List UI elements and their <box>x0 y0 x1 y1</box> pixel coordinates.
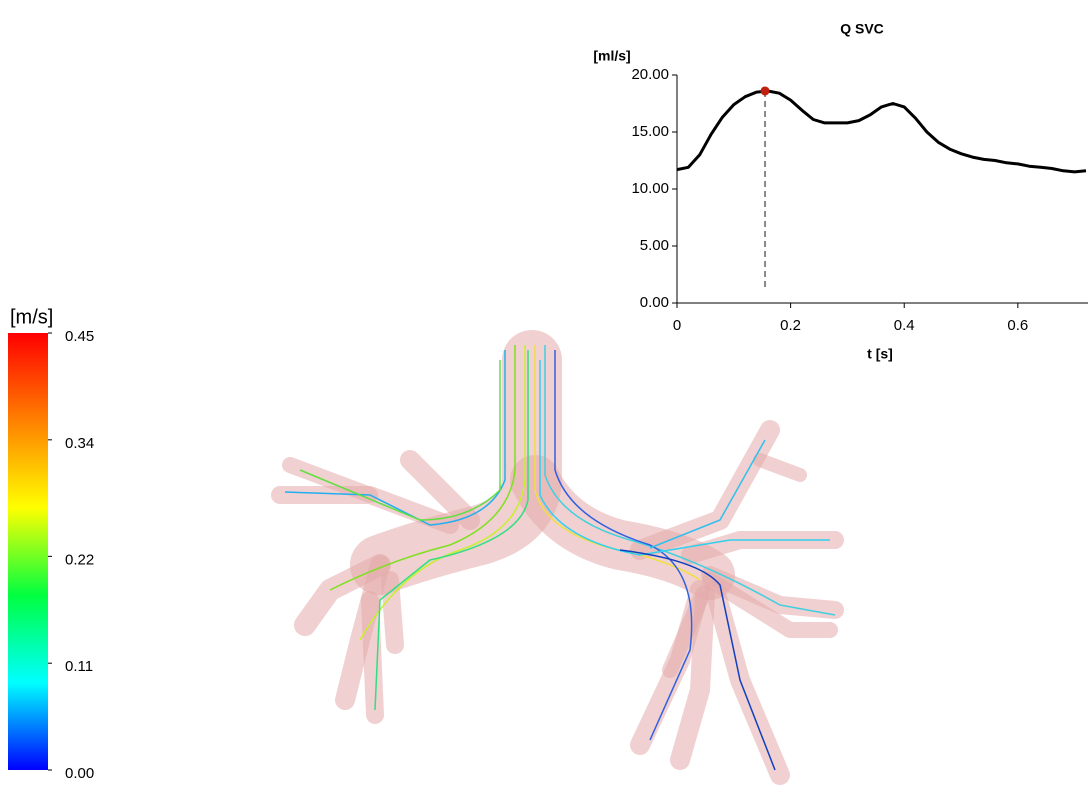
x-tick-label: 0.2 <box>780 317 801 334</box>
colorbar-tick-label: 0.00 <box>65 765 94 782</box>
colorbar-title: [m/s] <box>10 306 53 328</box>
chart-title: Q SVC <box>840 21 884 37</box>
colorbar-tick-label: 0.34 <box>65 435 94 452</box>
vessel-illustration <box>280 345 835 775</box>
figure: Q SVC [ml/s] t [s] [m/s] 0.00 5.00 10.00 15… <box>0 0 1088 790</box>
x-tick-label: 0.6 <box>1007 317 1028 334</box>
y-tick-label: 15.00 <box>631 123 669 140</box>
colorbar-tick-label: 0.22 <box>65 551 94 568</box>
y-tick-label: 0.00 <box>640 294 669 311</box>
y-tick-label: 20.00 <box>631 66 669 83</box>
line-series <box>677 91 1086 172</box>
colorbar <box>8 333 48 770</box>
y-axis-label: [ml/s] <box>593 48 630 64</box>
colorbar-tick-label: 0.45 <box>65 328 94 345</box>
highlight-point <box>761 86 770 95</box>
x-tick-label: 0 <box>673 317 681 334</box>
y-tick-label: 10.00 <box>631 180 669 197</box>
x-axis-label: t [s] <box>867 346 893 362</box>
y-tick-label: 5.00 <box>640 237 669 254</box>
colorbar-tick-label: 0.11 <box>65 658 93 675</box>
x-tick-label: 0.4 <box>894 317 915 334</box>
